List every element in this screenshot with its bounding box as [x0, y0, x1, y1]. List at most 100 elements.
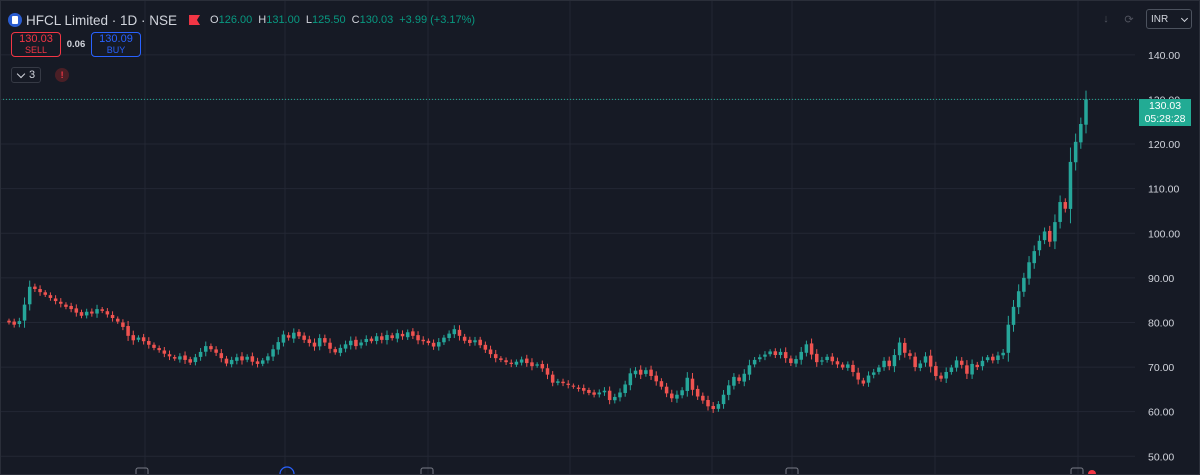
- candle-body: [789, 358, 793, 364]
- candle-body: [493, 354, 498, 359]
- buy-button[interactable]: 130.09 BUY: [91, 32, 141, 57]
- candle: [514, 359, 519, 367]
- candle-body: [525, 358, 529, 364]
- indicator-count: 3: [29, 69, 36, 81]
- candle: [654, 371, 658, 386]
- candle-body: [131, 335, 136, 341]
- candle: [680, 387, 684, 399]
- candle-body: [519, 359, 524, 363]
- candle-body: [633, 370, 638, 375]
- candle: [623, 380, 627, 397]
- candle: [90, 308, 94, 317]
- flag-icon[interactable]: [189, 15, 201, 25]
- candle-body: [1079, 123, 1083, 143]
- candle-body: [286, 335, 291, 338]
- candle-body: [354, 339, 358, 347]
- candle: [374, 333, 379, 345]
- candle-body: [95, 309, 99, 314]
- candle-body: [804, 344, 809, 353]
- trade-panel: 130.03 SELL 0.06 130.09 BUY: [11, 32, 141, 57]
- candle: [462, 333, 467, 344]
- candle: [421, 336, 425, 345]
- candle-body: [758, 357, 762, 360]
- candle-body: [706, 399, 710, 407]
- candle-body: [1058, 202, 1062, 222]
- candle: [923, 352, 928, 367]
- indicators-toggle-button[interactable]: 3: [11, 67, 42, 83]
- candle: [592, 389, 596, 398]
- candle: [799, 347, 803, 365]
- candle: [675, 390, 679, 403]
- candle-body: [328, 342, 332, 349]
- candle-body: [866, 375, 871, 383]
- candle-body: [680, 390, 684, 396]
- candle: [369, 336, 374, 344]
- sell-button[interactable]: 130.03 SELL: [11, 32, 61, 57]
- candle-body: [27, 286, 32, 305]
- high-value: H131.00: [258, 14, 300, 26]
- candle-body: [483, 344, 488, 350]
- candle: [752, 356, 757, 368]
- candle: [172, 354, 177, 361]
- candle: [871, 368, 876, 379]
- candle-body: [411, 331, 415, 336]
- candle-body: [1063, 202, 1068, 209]
- candle-body: [90, 311, 94, 314]
- candle-body: [1027, 262, 1031, 279]
- candle: [949, 364, 954, 375]
- last-price-label: 130.03 05:28:28: [1139, 99, 1191, 126]
- candle: [1016, 284, 1021, 315]
- candle-body: [783, 352, 788, 359]
- candle-body: [830, 356, 835, 362]
- candle: [240, 352, 244, 365]
- download-icon[interactable]: ↓: [1103, 13, 1109, 25]
- candle: [343, 340, 348, 353]
- currency-select[interactable]: INR: [1146, 9, 1192, 29]
- candle-body: [64, 304, 68, 307]
- candle: [452, 325, 457, 339]
- candle-body: [447, 333, 451, 338]
- candle: [783, 347, 788, 363]
- candle: [385, 330, 389, 345]
- candle: [1047, 225, 1052, 247]
- candle-body: [229, 359, 234, 365]
- candle: [763, 351, 767, 361]
- candle-body: [897, 342, 902, 356]
- symbol-title[interactable]: HFCL Limited · 1D · NSE: [26, 12, 178, 28]
- candle-body: [959, 360, 964, 365]
- candle-body: [944, 371, 948, 379]
- candle-body: [281, 334, 286, 343]
- candle: [1068, 147, 1073, 224]
- candle: [1022, 272, 1026, 297]
- candle-body: [726, 385, 731, 395]
- candle: [400, 330, 405, 340]
- y-tick-label: 60.00: [1148, 407, 1174, 419]
- candle: [260, 357, 265, 367]
- candle-body: [530, 362, 534, 367]
- candle-body: [338, 347, 343, 353]
- candle-body: [374, 336, 379, 342]
- buy-label: BUY: [106, 44, 126, 55]
- candle: [488, 345, 493, 358]
- candle-body: [613, 396, 617, 401]
- candle: [618, 388, 622, 402]
- candle: [7, 318, 11, 325]
- candle: [478, 336, 482, 349]
- warning-icon[interactable]: !: [55, 68, 70, 82]
- candle: [856, 367, 860, 385]
- candle: [903, 338, 907, 358]
- refresh-icon[interactable]: ⟳: [1124, 13, 1134, 26]
- candle: [22, 297, 27, 328]
- candle: [530, 358, 534, 371]
- y-tick-label: 140.00: [1148, 50, 1180, 62]
- candle-body: [468, 339, 472, 343]
- candle-body: [48, 295, 53, 298]
- candle: [670, 389, 674, 403]
- candle: [79, 309, 84, 319]
- candle: [468, 336, 472, 347]
- candle: [851, 360, 855, 377]
- candle-body: [452, 329, 457, 335]
- candle: [882, 357, 886, 371]
- candle-body: [991, 356, 995, 361]
